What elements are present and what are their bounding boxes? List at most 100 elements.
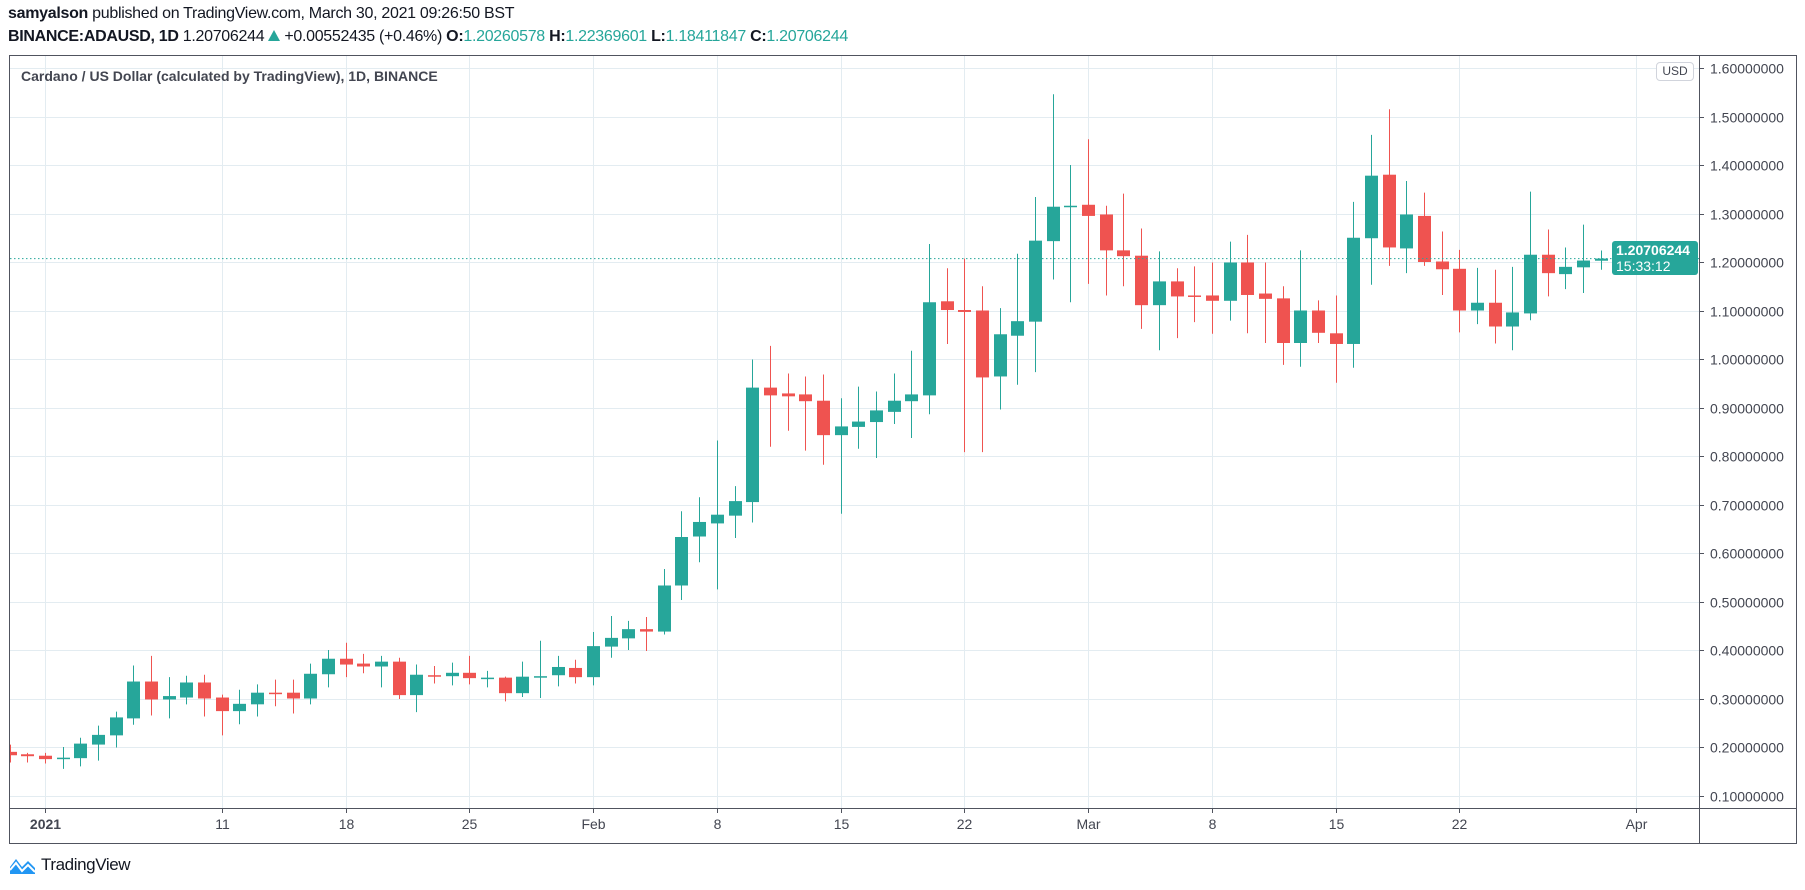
candle-up <box>1471 267 1484 325</box>
candle-up <box>905 350 918 439</box>
candle-up <box>888 373 901 424</box>
candle-up <box>304 663 317 705</box>
candle-up <box>446 662 459 686</box>
time-tick-label: 15 <box>834 816 850 832</box>
candle-up <box>180 675 193 705</box>
candle-up <box>1064 165 1077 303</box>
candle-up <box>1347 201 1360 368</box>
candle-down <box>21 752 34 763</box>
time-tick-label: 8 <box>714 816 722 832</box>
candle-down <box>1259 262 1272 343</box>
candle-up <box>605 616 618 658</box>
candle-body <box>1471 302 1484 311</box>
time-tick-label: 18 <box>339 816 355 832</box>
candle-up <box>622 620 635 650</box>
candle-down <box>216 694 229 736</box>
candle-body <box>1577 260 1590 268</box>
candle-body <box>1347 237 1360 344</box>
candle-body <box>1506 312 1519 327</box>
price-tick-label: 1.00000000 <box>1710 352 1784 368</box>
candle-body <box>304 673 317 699</box>
candle-up <box>1559 247 1572 290</box>
candle-body <box>870 410 883 423</box>
candle-up <box>1294 250 1307 367</box>
published-text: published on TradingView.com, March 30, … <box>92 5 515 22</box>
candle-body <box>1365 175 1378 239</box>
candle-body <box>587 646 600 678</box>
tradingview-logo[interactable]: TradingView <box>9 855 131 875</box>
currency-badge[interactable]: USD <box>1656 62 1694 81</box>
last-price: 1.20706244 <box>182 28 265 45</box>
candle-body <box>675 536 688 586</box>
candles <box>10 94 1608 769</box>
candle-body <box>640 629 653 632</box>
candle-down <box>39 752 52 764</box>
candle-body <box>499 677 512 694</box>
candle-body <box>1171 281 1184 297</box>
candle-up <box>127 665 140 725</box>
candle-up <box>746 359 759 523</box>
candle-down <box>1082 139 1095 284</box>
author-name[interactable]: samyalson <box>8 5 89 22</box>
candle-down <box>10 744 17 763</box>
candle-body <box>1383 174 1396 248</box>
candle-up <box>516 661 529 698</box>
candle-body <box>463 672 476 679</box>
candle-down <box>817 374 830 465</box>
candle-body <box>163 696 176 700</box>
candle-body <box>534 676 547 678</box>
candle-down <box>1383 109 1396 266</box>
candle-body <box>1453 268 1466 311</box>
candle-up <box>1365 134 1378 285</box>
candle-down <box>976 286 989 453</box>
candle-body <box>393 661 406 696</box>
price-tick-label: 1.20000000 <box>1710 255 1784 271</box>
candle-down <box>357 653 370 674</box>
candle-up <box>852 386 865 449</box>
open-label: O: <box>446 28 464 45</box>
candle-down <box>1453 249 1466 333</box>
candle-body <box>1029 240 1042 322</box>
candle-up <box>534 640 547 699</box>
candle-body <box>782 393 795 397</box>
candle-body <box>693 521 706 537</box>
candle-body <box>233 703 246 712</box>
candle-body <box>287 692 300 699</box>
time-tick-label: 22 <box>957 816 973 832</box>
candle-down <box>1418 192 1431 266</box>
candle-up <box>110 711 123 748</box>
candle-body <box>746 387 759 503</box>
candle-body <box>994 334 1007 377</box>
candle-body <box>1100 214 1113 251</box>
candle-body <box>516 676 529 694</box>
candle-down <box>799 376 812 451</box>
candle-body <box>1312 310 1325 333</box>
candle-down <box>1135 228 1148 329</box>
candle-up <box>1400 181 1413 274</box>
price-tick-label: 0.50000000 <box>1710 595 1784 611</box>
candle-up <box>1011 253 1024 385</box>
candle-body <box>976 310 989 378</box>
candle-up <box>322 650 335 688</box>
tradingview-logo-icon <box>9 859 36 874</box>
candle-up <box>375 655 388 688</box>
time-tick-label: Feb <box>581 816 605 832</box>
candle-down <box>569 659 582 684</box>
time-axis[interactable]: 2021 11 18 25 Feb 8 15 22 Mar 8 15 22 Apr <box>30 808 1648 832</box>
price-tick-label: 0.30000000 <box>1710 692 1784 708</box>
candle-down <box>1542 229 1555 297</box>
candle-body <box>1277 298 1290 343</box>
high-value: 1.22369601 <box>565 28 647 45</box>
candle-body <box>1330 333 1343 344</box>
candle-down <box>198 674 211 717</box>
candle-body <box>1224 262 1237 301</box>
symbol-legend: BINANCE:ADAUSD, 1D 1.20706244 +0.00552435… <box>8 28 848 46</box>
candle-down <box>764 345 777 447</box>
price-axis[interactable]: 1.60000000 1.50000000 1.40000000 1.30000000… <box>1699 61 1784 805</box>
candle-body <box>481 677 494 680</box>
candle-body <box>1064 205 1077 208</box>
candle-body <box>251 692 264 705</box>
candle-down <box>958 258 971 453</box>
candle-body <box>605 637 618 647</box>
